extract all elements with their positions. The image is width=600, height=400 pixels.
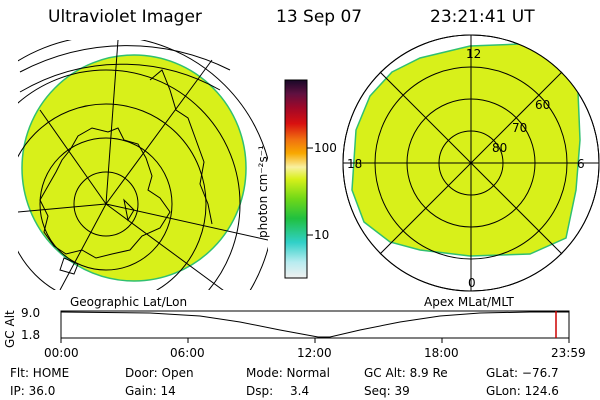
xtick-0600: 06:00 — [170, 346, 205, 360]
latitude-grid — [18, 40, 268, 290]
xtick-0000: 00:00 — [44, 346, 79, 360]
colorbar-tick-10: 10 — [314, 228, 330, 242]
altitude-plot — [60, 310, 570, 343]
left-image-disk — [21, 54, 247, 282]
colorbar-tick-100: 100 — [314, 141, 337, 155]
instrument-title: Ultraviolet Imager — [48, 7, 202, 27]
altitude-ytick-high: 9.0 — [21, 306, 41, 320]
xtick-1800: 18:00 — [424, 346, 459, 360]
mlat-label-80: 80 — [492, 141, 508, 155]
date-label: 13 Sep 07 — [276, 7, 363, 27]
mlat-label-60: 60 — [535, 98, 551, 112]
colorbar-label: photon cm⁻²s⁻¹ — [256, 145, 270, 238]
status-door: Door: Open — [125, 366, 194, 380]
right-image-region — [351, 43, 581, 257]
colorbar — [284, 79, 308, 279]
status-gain: Gain: 14 — [125, 384, 176, 398]
mlt-label-0: 0 — [468, 276, 476, 290]
right-panel-caption: Apex MLat/MLT — [424, 295, 514, 309]
mlt-label-12: 12 — [466, 47, 482, 61]
status-dsp-value: 3.4 — [290, 384, 310, 398]
longitude-grid — [18, 40, 268, 290]
coastline — [39, 127, 171, 259]
left-panel-caption: Geographic Lat/Lon — [70, 295, 188, 309]
xtick-1200: 12:00 — [297, 346, 332, 360]
status-seq: Seq: 39 — [364, 384, 410, 398]
status-mode: Mode: Normal — [246, 366, 330, 380]
apex-polar-plot — [342, 34, 600, 292]
altitude-trace — [60, 311, 569, 338]
status-ip: IP: 36.0 — [10, 384, 56, 398]
mlt-spokes — [343, 35, 599, 291]
status-dsp-label: Dsp: — [246, 384, 274, 398]
mlt-label-18: 18 — [347, 157, 363, 171]
mlat-label-70: 70 — [512, 121, 528, 135]
status-glat: GLat: −76.7 — [486, 366, 559, 380]
geographic-map — [18, 40, 268, 290]
xtick-2359: 23:59 — [551, 346, 586, 360]
mlt-label-6: 6 — [577, 157, 585, 171]
status-gc-alt: GC Alt: 8.9 Re — [364, 366, 448, 380]
altitude-ytick-low: 1.8 — [21, 328, 41, 342]
time-label: 23:21:41 UT — [430, 7, 535, 27]
status-flt: Flt: HOME — [10, 366, 70, 380]
altitude-ylabel: GC Alt — [3, 310, 17, 348]
status-glon: GLon: 124.6 — [486, 384, 559, 398]
